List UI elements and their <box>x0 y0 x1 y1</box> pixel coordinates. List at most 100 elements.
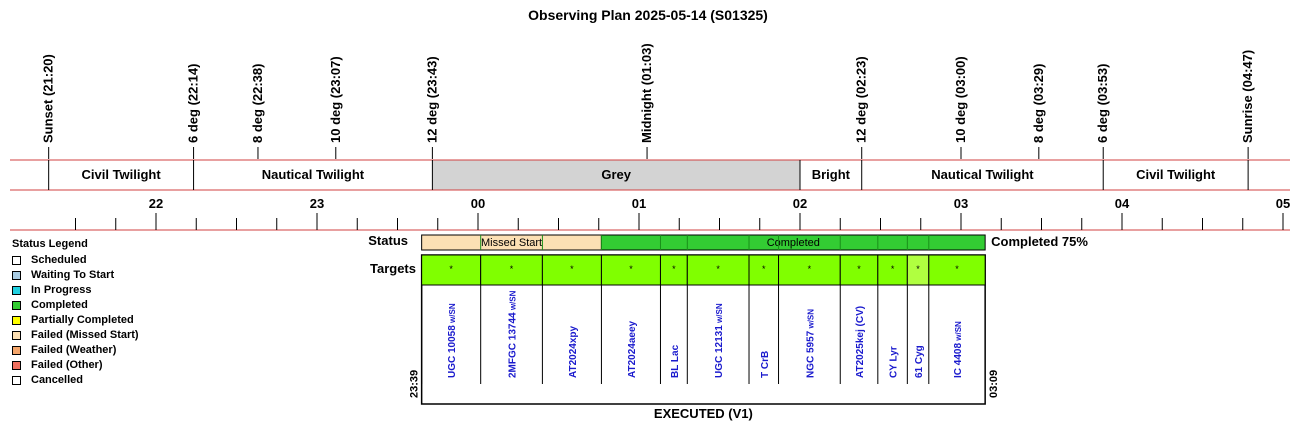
event-label: 10 deg (03:00) <box>953 56 968 143</box>
period-label: Grey <box>601 167 631 182</box>
legend-swatch <box>12 361 21 370</box>
target-name: UGC 10058 w/SN <box>447 303 458 378</box>
hour-tick-label: 00 <box>471 196 485 211</box>
target-mark: * <box>449 264 453 274</box>
legend-item: Scheduled <box>12 253 139 268</box>
target-name-main: AT2024aeey <box>627 320 638 378</box>
legend-label: Failed (Weather) <box>31 344 117 356</box>
completion-text: Completed 75% <box>991 234 1088 249</box>
status-legend: Status Legend Scheduled Waiting To Start I… <box>12 238 139 388</box>
target-mark: * <box>808 264 812 274</box>
legend-swatch <box>12 271 21 280</box>
event-label: Midnight (01:03) <box>639 43 654 143</box>
legend-swatch <box>12 331 21 340</box>
target-name-main: 61 Cyg <box>914 345 925 378</box>
legend-title: Status Legend <box>12 238 88 250</box>
target-bar <box>778 254 841 286</box>
legend-label: In Progress <box>31 284 92 296</box>
target-name-main: AT2025kej (CV) <box>855 306 866 378</box>
period-band <box>861 160 1104 190</box>
period-label: Civil Twilight <box>1136 167 1216 182</box>
target-name-main: T CrB <box>760 351 771 378</box>
target-name-main: 2MFGC 13744 <box>508 312 519 378</box>
target-name: AT2024aeey <box>627 320 638 378</box>
legend-item: Failed (Missed Start) <box>12 328 139 343</box>
hour-tick-label: 03 <box>954 196 968 211</box>
event-label: 6 deg (03:53) <box>1095 64 1110 143</box>
target-mark: * <box>955 264 959 274</box>
period-label: Nautical Twilight <box>931 167 1034 182</box>
sky-periods: Civil Twilight Nautical Twilight Grey Brigh… <box>10 159 1290 191</box>
target-name-main: AT2024xpy <box>568 325 579 378</box>
target-name: BL Lac <box>670 344 681 378</box>
start-time-label: 23:39 <box>409 370 421 398</box>
target-name-suffix: w/SN <box>509 290 518 312</box>
legend-item: In Progress <box>12 283 139 298</box>
event-label: 10 deg (23:07) <box>328 56 343 143</box>
hour-tick-label: 05 <box>1276 196 1290 211</box>
target-name: 61 Cyg <box>914 345 925 378</box>
event-label: 8 deg (03:29) <box>1031 64 1046 143</box>
period-band <box>48 160 194 190</box>
period-band <box>193 160 433 190</box>
legend-item: Completed <box>12 298 139 313</box>
footer-label: EXECUTED (V1) <box>654 406 753 421</box>
target-name: AT2024xpy <box>568 325 579 378</box>
legend-label: Failed (Missed Start) <box>31 329 139 341</box>
legend-swatch <box>12 301 21 310</box>
end-time-label: 03:09 <box>988 370 1000 398</box>
event-label: 6 deg (22:14) <box>186 64 201 143</box>
status-label: Status <box>368 233 408 248</box>
status-row: Status Missed Start Completed Completed 75% <box>368 233 1088 251</box>
legend-label: Waiting To Start <box>31 269 115 281</box>
period-band <box>800 160 862 190</box>
legend-item: Waiting To Start <box>12 268 139 283</box>
target-bar <box>659 254 688 286</box>
target-mark: * <box>916 264 920 274</box>
target-bar <box>877 254 908 286</box>
target-mark: * <box>672 264 676 274</box>
target-name-main: BL Lac <box>670 344 681 378</box>
target-mark: * <box>762 264 766 274</box>
legend-item: Failed (Other) <box>12 358 139 373</box>
target-mark: * <box>891 264 895 274</box>
targets-label: Targets <box>370 261 416 276</box>
legend-swatch <box>12 316 21 325</box>
target-name-suffix: w/SN <box>448 303 457 325</box>
legend-label: Completed <box>31 299 88 311</box>
target-name-suffix: w/SN <box>806 309 815 331</box>
period-band <box>1103 160 1249 190</box>
legend-label: Scheduled <box>31 254 87 266</box>
hour-tick-label: 04 <box>1115 196 1130 211</box>
hour-tick-label: 01 <box>632 196 646 211</box>
legend-swatch <box>12 286 21 295</box>
legend-item: Failed (Weather) <box>12 343 139 358</box>
legend-label: Partially Completed <box>31 314 134 326</box>
target-name: T CrB <box>760 351 771 378</box>
twilight-events: Sunset (21:20) 6 deg (22:14) 8 deg (22:38)… <box>41 43 1255 159</box>
targets-row: Targets * UGC 10058 w/SN * 2MFGC 13744 w/SN *… <box>370 254 1000 421</box>
period-label: Civil Twilight <box>82 167 162 182</box>
period-band <box>432 160 800 190</box>
event-label: Sunset (21:20) <box>41 54 56 143</box>
target-name-main: NGC 5957 <box>805 330 816 378</box>
target-name: IC 4408 w/SN <box>953 321 964 378</box>
target-name: NGC 5957 w/SN <box>805 309 816 378</box>
target-name: AT2025kej (CV) <box>855 306 866 378</box>
event-label: 12 deg (02:23) <box>854 56 869 143</box>
legend-item: Cancelled <box>12 373 139 388</box>
period-label: Bright <box>812 167 851 182</box>
target-bar <box>541 254 602 286</box>
status-segment-label: Missed Start <box>481 237 542 249</box>
legend-label: Failed (Other) <box>31 359 103 371</box>
legend-swatch <box>12 346 21 355</box>
target-bar <box>480 254 543 286</box>
event-label: Sunrise (04:47) <box>1240 50 1255 143</box>
target-name-main: UGC 10058 <box>447 325 458 378</box>
target-name-suffix: w/SN <box>954 321 963 343</box>
target-name-main: UGC 12131 <box>714 325 725 378</box>
hour-tick-label: 22 <box>149 196 163 211</box>
target-name: CY Lyr <box>889 346 900 378</box>
legend-item: Partially Completed <box>12 313 139 328</box>
